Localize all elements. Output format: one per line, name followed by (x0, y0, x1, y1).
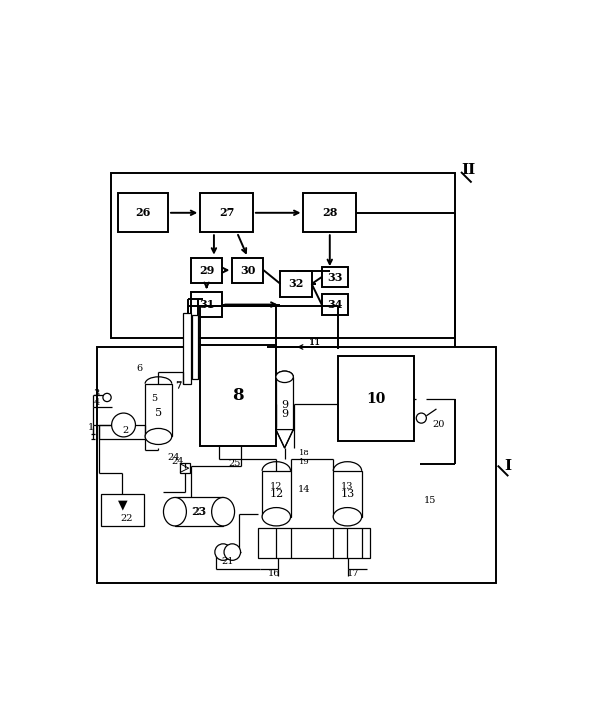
Text: 24: 24 (168, 453, 181, 462)
Bar (97, 347, 496, 583)
Bar (145, 384, 172, 437)
Ellipse shape (262, 507, 291, 526)
Text: 7: 7 (175, 382, 182, 392)
Bar (183, 312, 191, 384)
Text: 12: 12 (270, 483, 282, 491)
Text: II: II (461, 163, 476, 178)
Text: 11: 11 (308, 338, 321, 347)
Text: 8: 8 (232, 387, 244, 403)
Text: 2: 2 (123, 426, 128, 435)
Text: 13: 13 (340, 488, 355, 499)
Text: 24: 24 (171, 457, 184, 466)
Text: 18: 18 (299, 448, 310, 456)
Bar (179, 463, 189, 473)
Bar (200, 194, 253, 232)
Ellipse shape (212, 497, 234, 526)
Ellipse shape (333, 507, 362, 526)
Bar (232, 258, 263, 282)
Circle shape (224, 544, 240, 561)
Text: 32: 32 (288, 278, 304, 290)
Circle shape (103, 393, 111, 402)
Text: 9: 9 (281, 408, 289, 419)
Text: 5: 5 (151, 395, 157, 403)
Text: 23: 23 (192, 507, 206, 517)
Text: 16: 16 (268, 569, 281, 578)
Bar (322, 266, 348, 288)
Text: 7: 7 (175, 381, 182, 390)
Bar (200, 344, 276, 446)
Text: 22: 22 (121, 514, 133, 523)
Text: 34: 34 (327, 299, 343, 310)
Ellipse shape (163, 497, 186, 526)
Text: 26: 26 (135, 207, 150, 218)
Circle shape (215, 544, 231, 561)
Text: ▼: ▼ (118, 499, 127, 512)
Text: 6: 6 (136, 364, 142, 373)
Bar (191, 258, 222, 282)
Text: I: I (504, 459, 511, 473)
Text: 30: 30 (240, 265, 256, 276)
Circle shape (416, 413, 426, 423)
Bar (304, 194, 356, 232)
Text: 33: 33 (327, 272, 343, 282)
Text: 13: 13 (341, 483, 353, 491)
Text: 4: 4 (94, 398, 100, 408)
Bar (191, 292, 222, 317)
Bar (175, 497, 223, 526)
Text: 10: 10 (366, 392, 385, 405)
Bar (258, 529, 370, 558)
Bar (338, 356, 414, 441)
Text: 5: 5 (155, 408, 162, 418)
Text: 25: 25 (229, 459, 241, 467)
Text: 19: 19 (299, 458, 310, 466)
Text: 17: 17 (347, 569, 359, 578)
Text: 11: 11 (308, 338, 321, 347)
Bar (111, 173, 455, 338)
Text: 29: 29 (199, 265, 214, 276)
Text: 21: 21 (221, 557, 234, 566)
Bar (281, 272, 311, 296)
Polygon shape (276, 430, 293, 448)
Text: 12: 12 (269, 488, 284, 499)
Text: 3: 3 (93, 389, 99, 398)
Bar (192, 315, 198, 379)
Bar (118, 194, 168, 232)
Text: 20: 20 (433, 421, 445, 430)
Text: 31: 31 (199, 299, 214, 310)
Text: 9: 9 (281, 400, 288, 411)
Text: 23: 23 (192, 507, 206, 517)
Text: 28: 28 (322, 207, 337, 218)
Bar (333, 471, 362, 517)
Bar (101, 494, 144, 526)
Circle shape (112, 413, 136, 437)
Text: 1: 1 (88, 423, 95, 432)
Bar (276, 377, 293, 430)
Text: 14: 14 (298, 485, 311, 494)
Bar (322, 294, 348, 315)
Ellipse shape (145, 429, 172, 445)
Bar (262, 471, 291, 517)
Ellipse shape (276, 371, 293, 382)
Text: 15: 15 (423, 496, 436, 505)
Text: 27: 27 (219, 207, 234, 218)
